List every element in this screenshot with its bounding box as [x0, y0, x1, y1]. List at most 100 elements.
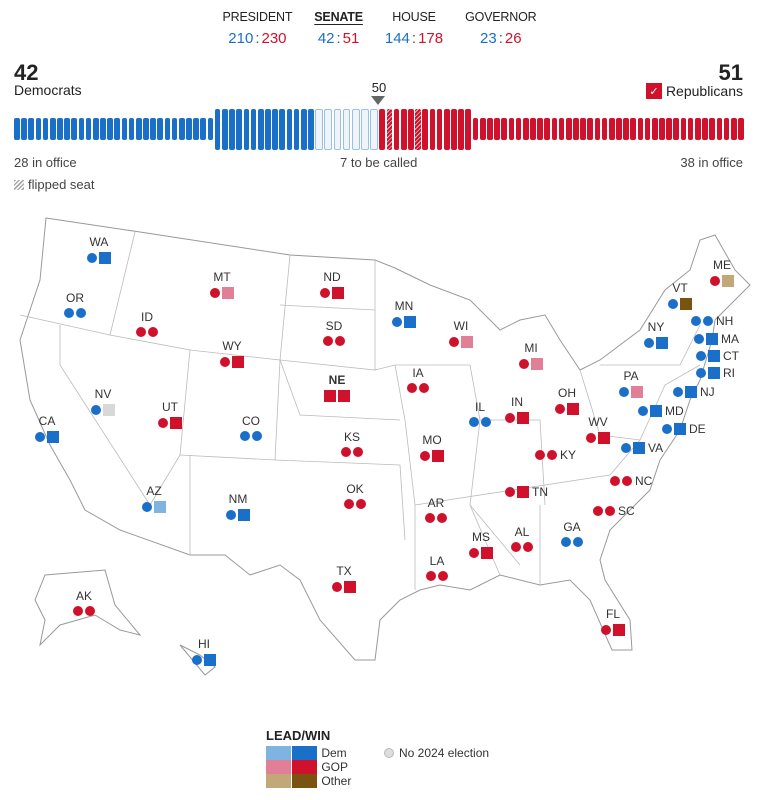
seat-rep-in-office — [601, 118, 608, 140]
seat-rep-won — [429, 108, 436, 150]
state-nh[interactable]: NH — [691, 314, 733, 328]
state-me[interactable]: ME — [710, 258, 734, 287]
state-va[interactable]: VA — [621, 441, 663, 455]
seat-not-up-dot-rep — [519, 359, 529, 369]
state-oh[interactable]: OH — [555, 386, 579, 415]
state-pa[interactable]: PA — [619, 369, 643, 398]
seat-dem-in-office — [71, 118, 78, 140]
state-ne[interactable]: NE — [324, 373, 350, 402]
seat-rep-in-office — [544, 118, 551, 140]
state-id[interactable]: ID — [136, 310, 158, 337]
seat-not-up-dot-rep — [419, 383, 429, 393]
state-ks[interactable]: KS — [341, 430, 363, 457]
state-label: KY — [560, 448, 577, 462]
state-hi[interactable]: HI — [192, 637, 216, 666]
state-de[interactable]: DE — [662, 422, 706, 436]
state-nv[interactable]: NV — [91, 387, 115, 416]
state-ct[interactable]: CT — [696, 349, 739, 363]
seat-dem-in-office — [21, 118, 27, 140]
state-wa[interactable]: WA — [87, 235, 111, 264]
seat-not-up-dot-rep — [320, 288, 330, 298]
state-borders — [19, 231, 701, 590]
rep-label: ✓ Republicans — [645, 83, 743, 99]
seat-not-up-dot-dem — [91, 405, 101, 415]
seat-not-up-dot-rep — [148, 327, 158, 337]
seat-rep-in-office — [680, 118, 687, 140]
state-co[interactable]: CO — [240, 414, 262, 441]
dem-label: Democrats — [14, 82, 82, 98]
state-nc[interactable]: NC — [610, 474, 652, 488]
state-label: TX — [336, 564, 352, 578]
seat-markers — [449, 336, 473, 348]
seat-dem-won — [300, 108, 307, 150]
state-wi[interactable]: WI — [449, 319, 473, 348]
state-ga[interactable]: GA — [561, 520, 583, 547]
race-square-rep — [598, 432, 610, 444]
state-tn[interactable]: TN — [505, 485, 548, 499]
seat-not-up-dot-dem — [392, 317, 402, 327]
legend-gop: GOP — [266, 760, 351, 774]
state-il[interactable]: IL — [469, 400, 491, 427]
state-ky[interactable]: KY — [535, 448, 576, 462]
seat-rep-in-office — [608, 118, 615, 140]
state-fl[interactable]: FL — [601, 607, 625, 636]
seat-dem-in-office — [78, 118, 85, 140]
seat-bar — [14, 108, 744, 150]
state-al[interactable]: AL — [511, 525, 533, 552]
seat-uncalled — [315, 108, 323, 150]
state-wv[interactable]: WV — [586, 415, 610, 444]
race-square-rep — [517, 486, 529, 498]
state-or[interactable]: OR — [64, 291, 86, 318]
state-label: NJ — [700, 385, 715, 399]
state-az[interactable]: AZ — [142, 484, 166, 513]
state-mn[interactable]: MN — [392, 299, 416, 328]
state-ri[interactable]: RI — [696, 366, 735, 380]
tab-senate[interactable]: SENATE 42:51 — [314, 10, 363, 47]
seat-dem-in-office — [107, 118, 113, 140]
state-ar[interactable]: AR — [425, 496, 447, 523]
seat-not-up-dot-rep — [622, 476, 632, 486]
state-vt[interactable]: VT — [668, 281, 692, 310]
seat-markers — [407, 383, 429, 393]
state-nm[interactable]: NM — [226, 492, 250, 521]
tab-house[interactable]: HOUSE 144:178 — [384, 10, 444, 47]
state-nj[interactable]: NJ — [673, 385, 715, 399]
legend-title: LEAD/WIN — [266, 728, 331, 743]
state-la[interactable]: LA — [426, 554, 448, 581]
seat-not-up-dot-dem — [64, 308, 74, 318]
tab-governor[interactable]: GOVERNOR 23:26 — [465, 10, 537, 47]
seat-not-up-dot-dem — [696, 368, 706, 378]
state-label: ID — [141, 310, 153, 324]
state-ms[interactable]: MS — [469, 530, 493, 559]
state-ia[interactable]: IA — [407, 366, 429, 393]
race-square-rep_lead — [222, 287, 234, 299]
tab-president[interactable]: PRESIDENT 210:230 — [222, 10, 293, 47]
race-square-rep — [344, 581, 356, 593]
race-square-dem — [708, 367, 720, 379]
state-ma[interactable]: MA — [694, 332, 739, 346]
state-mt[interactable]: MT — [210, 270, 234, 299]
race-square-dem — [633, 442, 645, 454]
state-mo[interactable]: MO — [420, 433, 444, 462]
state-ut[interactable]: UT — [158, 400, 182, 429]
majority-threshold: 50 — [371, 80, 387, 95]
seat-markers — [73, 606, 95, 616]
state-sc[interactable]: SC — [593, 504, 635, 518]
state-in[interactable]: IN — [505, 395, 529, 424]
state-md[interactable]: MD — [638, 404, 684, 418]
state-nd[interactable]: ND — [320, 270, 344, 299]
state-mi[interactable]: MI — [519, 341, 543, 370]
seat-not-up-dot-dem — [252, 431, 262, 441]
seat-rep-in-office — [551, 118, 558, 140]
seat-not-up-dot-dem — [469, 417, 479, 427]
seat-rep-in-office — [659, 118, 665, 140]
state-ak[interactable]: AK — [73, 589, 95, 616]
seat-rep-in-office — [723, 118, 730, 140]
state-ca[interactable]: CA — [35, 414, 59, 443]
state-wy[interactable]: WY — [220, 339, 244, 368]
seat-dem-won — [308, 108, 314, 150]
state-ny[interactable]: NY — [644, 320, 668, 349]
state-tx[interactable]: TX — [332, 564, 356, 593]
state-sd[interactable]: SD — [323, 319, 345, 346]
state-ok[interactable]: OK — [344, 482, 366, 509]
